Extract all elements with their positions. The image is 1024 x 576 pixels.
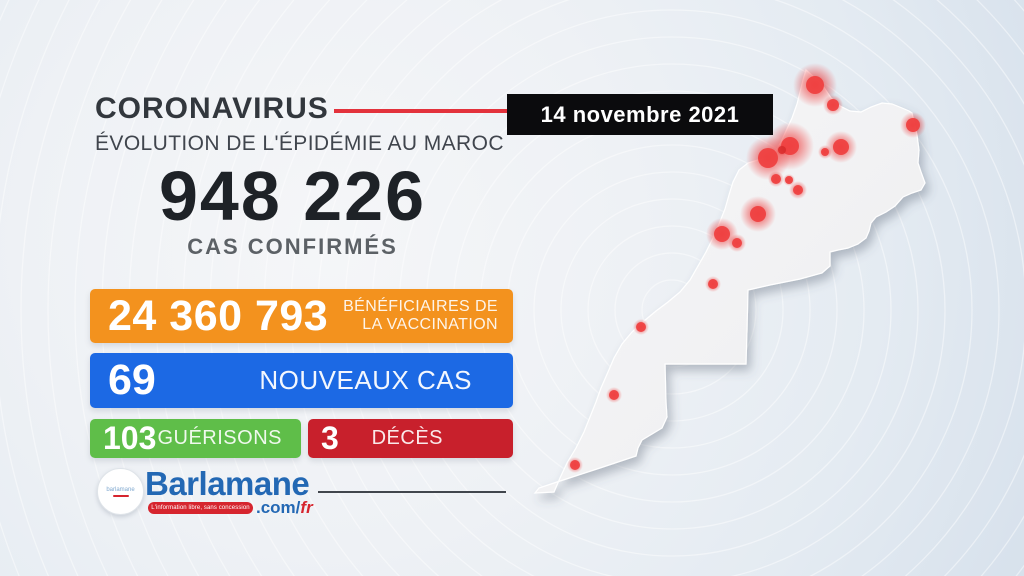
new-cases-stat-bar: 69 NOUVEAUX CAS (90, 353, 513, 408)
deaths-label: DÉCÈS (371, 427, 443, 449)
deaths-value: 3 (321, 420, 339, 456)
brand-tagline: L'information libre, sans concession (148, 502, 253, 514)
title-accent-line (334, 109, 507, 113)
recoveries-stat-bar: 103 GUÉRISONS (90, 419, 301, 458)
case-hotspot (806, 76, 824, 94)
case-hotspot (906, 118, 920, 132)
page-title: CORONAVIRUS (95, 92, 329, 125)
ripple-circle (533, 171, 811, 449)
ripple-circle (47, 0, 132, 576)
case-hotspot (636, 322, 646, 332)
recoveries-label: GUÉRISONS (157, 427, 282, 449)
ripple-circle (560, 198, 784, 422)
case-hotspot (821, 148, 829, 156)
logo-mini-mark (112, 494, 129, 497)
case-hotspot (758, 148, 778, 168)
case-hotspot (609, 390, 619, 400)
case-hotspot (714, 226, 730, 242)
ripple-circle (587, 225, 757, 395)
case-hotspot (771, 174, 781, 184)
vaccination-label-line2: LA VACCINATION (362, 316, 498, 333)
vaccination-label-line1: BÉNÉFICIAIRES DE (343, 297, 498, 315)
case-hotspot (833, 139, 849, 155)
brand-domain-com: .com/ (256, 498, 301, 517)
case-hotspot (785, 176, 793, 184)
ripple-circle (317, 0, 1024, 576)
case-hotspot (570, 460, 580, 470)
vaccination-stat-bar: 24 360 793 BÉNÉFICIAIRES DE LA VACCINATI… (90, 289, 513, 343)
brand-domain: .com/fr (256, 499, 313, 516)
ripple-circle (290, 0, 1024, 576)
case-hotspot (750, 206, 766, 222)
date-badge: 14 novembre 2021 (507, 94, 773, 135)
new-cases-label: NOUVEAUX CAS (259, 365, 472, 395)
logo-mini-text: barlamane (106, 486, 135, 493)
case-hotspot (708, 279, 718, 289)
ripple-circle (344, 0, 1000, 576)
ripple-circle (20, 0, 101, 576)
vaccination-label: BÉNÉFICIAIRES DE LA VACCINATION (343, 298, 513, 335)
barlamane-logo-icon: barlamane (97, 468, 144, 515)
recoveries-value: 103 (103, 420, 157, 456)
ripple-circle (209, 0, 1024, 576)
new-cases-value: 69 (108, 356, 156, 404)
confirmed-cases-label: CAS CONFIRMÉS (187, 233, 398, 259)
case-hotspot (793, 185, 803, 195)
case-hotspots-layer (567, 63, 926, 473)
ripple-circle (236, 0, 1024, 576)
case-hotspot (732, 238, 742, 248)
deaths-stat-bar: 3 DÉCÈS (308, 419, 513, 458)
footer-divider-line (318, 491, 506, 493)
case-hotspot (827, 99, 839, 111)
vaccination-value: 24 360 793 (108, 291, 329, 340)
page-subtitle: ÉVOLUTION DE L'ÉPIDÉMIE AU MAROC (95, 132, 504, 155)
confirmed-cases-value: 948 226 (158, 157, 427, 235)
ripple-circle (74, 0, 163, 576)
morocco-map (533, 68, 926, 494)
brand-domain-fr: fr (300, 498, 313, 517)
confirmed-cases-block: 948 226 CAS CONFIRMÉS (90, 157, 495, 260)
brand-name: Barlamane (145, 465, 310, 502)
